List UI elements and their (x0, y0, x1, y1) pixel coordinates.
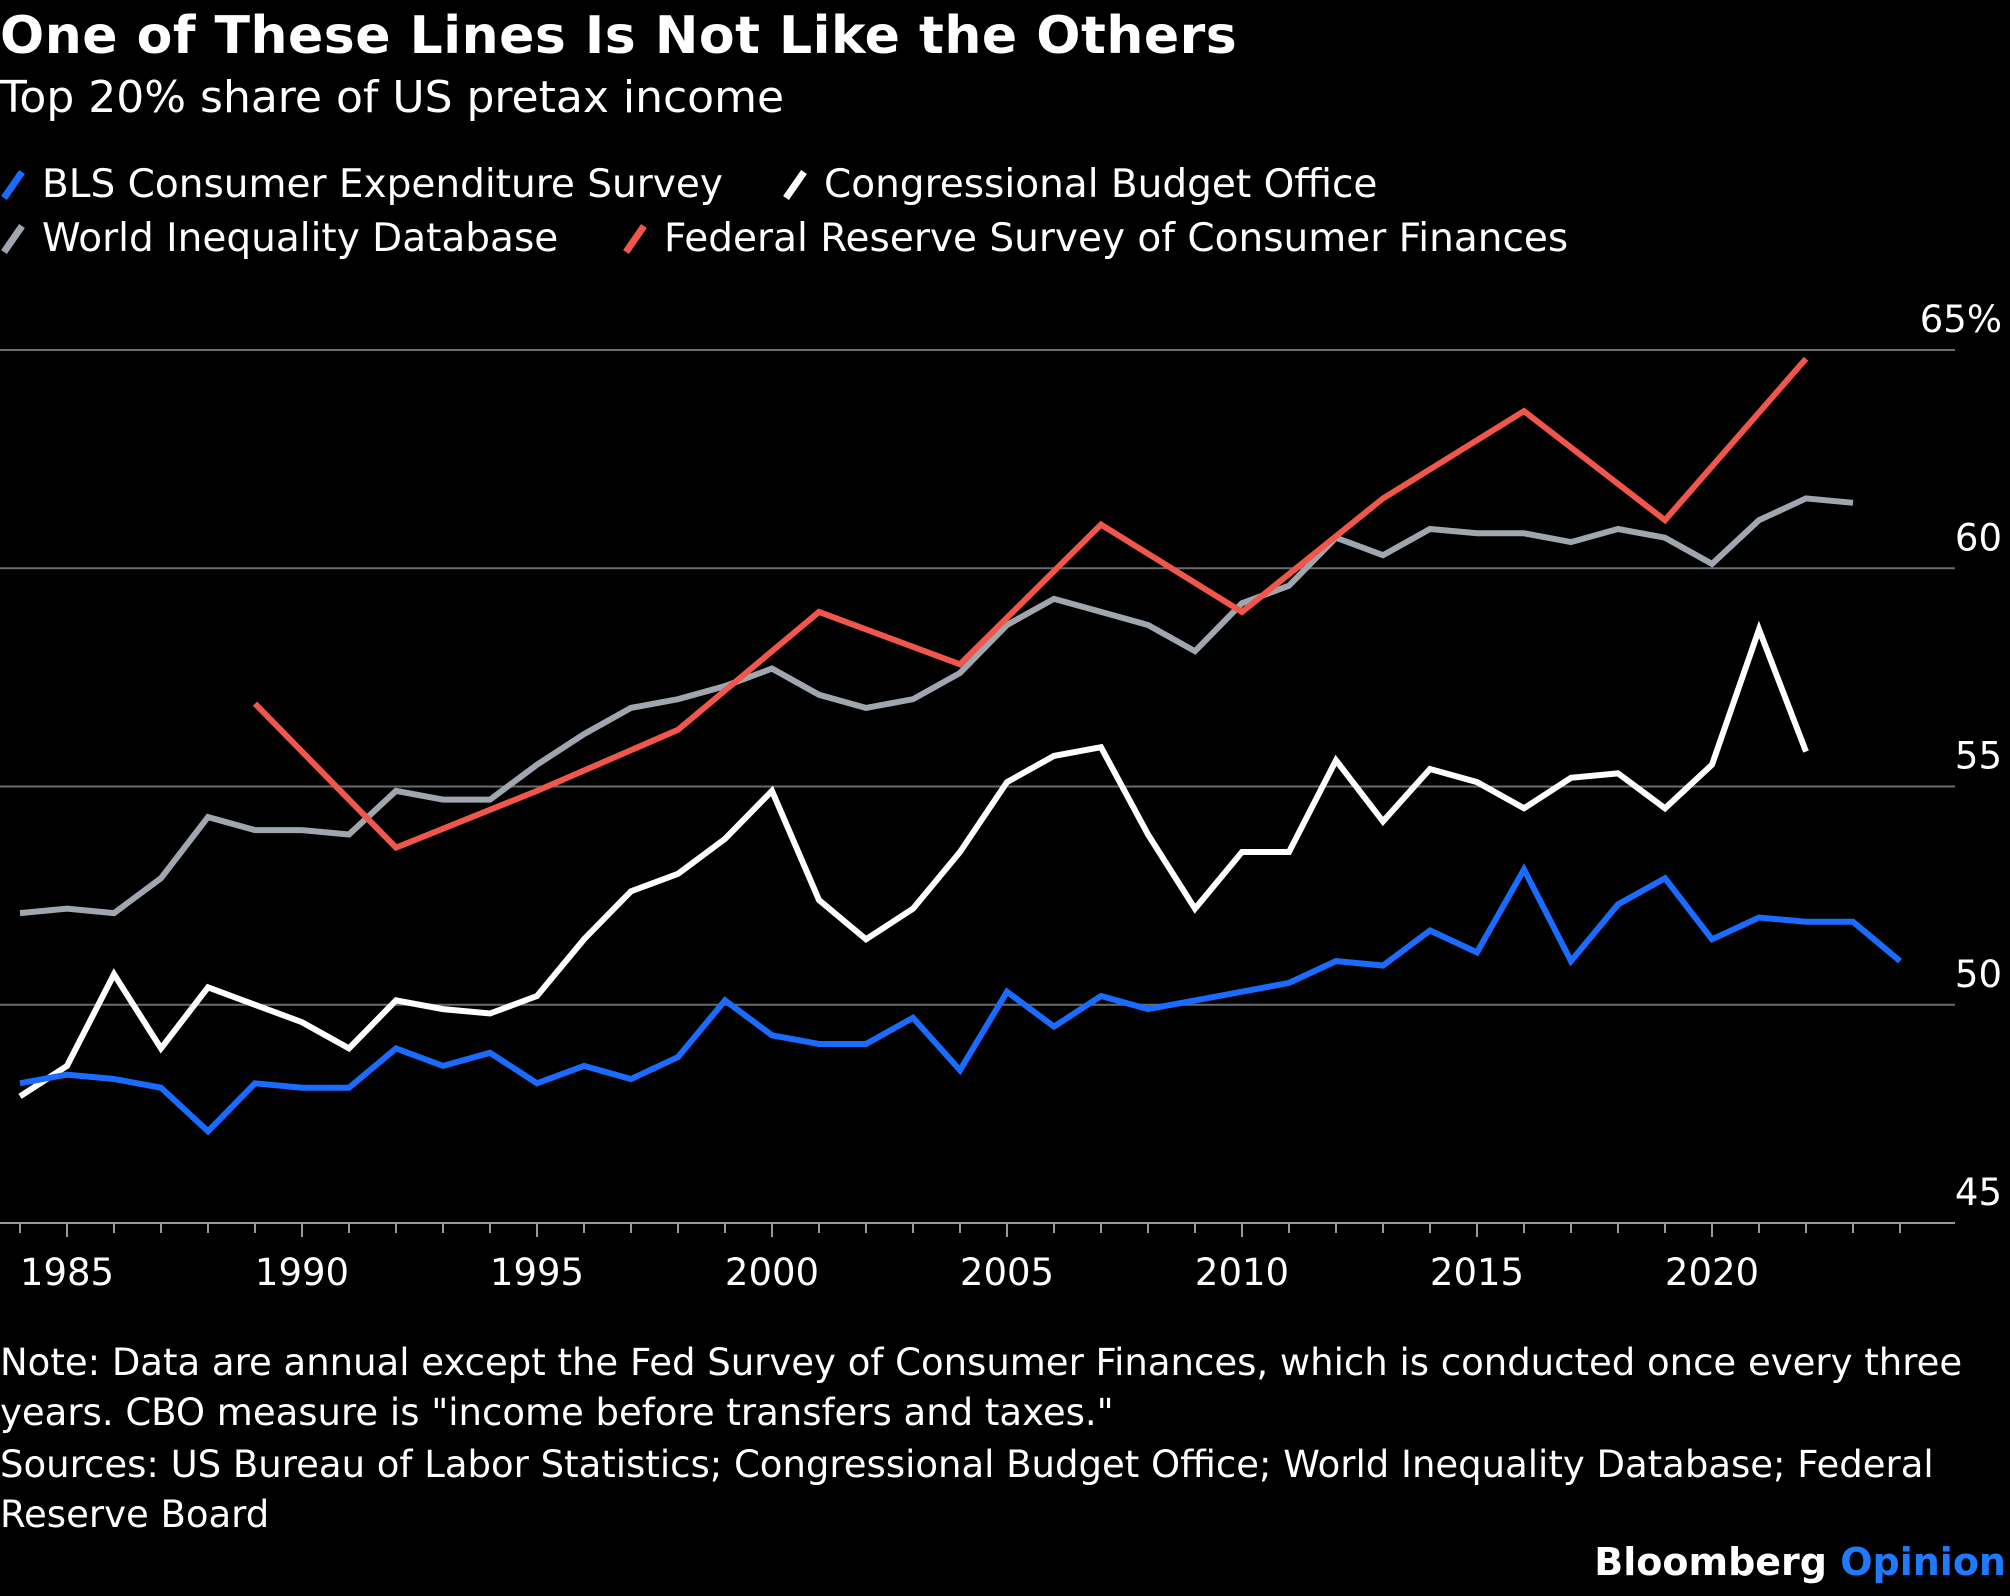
legend-swatch-bls (1, 169, 25, 200)
x-tick-label-2005: 2005 (960, 1251, 1054, 1294)
legend-item-cbo: Congressional Budget Office (782, 162, 1377, 207)
chart-note: Note: Data are annual except the Fed Sur… (0, 1341, 1963, 1434)
legend-item-fed: Federal Reserve Survey of Consumer Finan… (622, 216, 1568, 261)
y-tick-label-45: 45 (1955, 1171, 2002, 1214)
legend-swatch-wid (1, 223, 25, 254)
series-line-bls (19, 863, 1902, 1136)
line-chart: 45 50 55 60 65% 1985 1990 1995 2000 2005 2010 2015 2… (0, 298, 2002, 1294)
y-tick-label-65: 65% (1920, 298, 2002, 341)
chart-subtitle: Top 20% share of US pretax income (0, 72, 785, 123)
chart-sources: Sources: US Bureau of Labor Statistics; … (0, 1443, 1934, 1536)
series-line-fed (252, 356, 1809, 852)
x-tick-label-2000: 2000 (725, 1251, 819, 1294)
x-tick-label-2015: 2015 (1430, 1251, 1524, 1294)
x-tick-label-1995: 1995 (490, 1251, 584, 1294)
brand-name: Bloomberg (1594, 1540, 1827, 1584)
y-tick-label-60: 60 (1955, 516, 2002, 559)
chart-title: One of These Lines Is Not Like the Other… (0, 6, 1238, 66)
brand-logo: Bloomberg Opinion (1594, 1540, 2006, 1584)
series-line-wid (19, 495, 1854, 917)
y-tick-label-50: 50 (1955, 953, 2002, 996)
legend-item-bls: BLS Consumer Expenditure Survey (0, 162, 723, 207)
legend-label-cbo: Congressional Budget Office (824, 162, 1378, 207)
series-line-cbo (18, 620, 1809, 1099)
legend-label-wid: World Inequality Database (42, 216, 559, 261)
x-tick-label-1990: 1990 (255, 1251, 349, 1294)
legend-swatch-cbo (783, 169, 807, 200)
y-tick-label-55: 55 (1955, 735, 2002, 778)
brand-section: Opinion (1840, 1540, 2006, 1584)
legend-swatch-fed (623, 223, 647, 254)
x-tick-label-1985: 1985 (20, 1251, 114, 1294)
x-tick-label-2020: 2020 (1665, 1251, 1759, 1294)
legend-label-bls: BLS Consumer Expenditure Survey (42, 162, 723, 207)
legend-label-fed: Federal Reserve Survey of Consumer Finan… (664, 216, 1569, 261)
x-tick-label-2010: 2010 (1195, 1251, 1289, 1294)
legend-item-wid: World Inequality Database (0, 216, 558, 261)
